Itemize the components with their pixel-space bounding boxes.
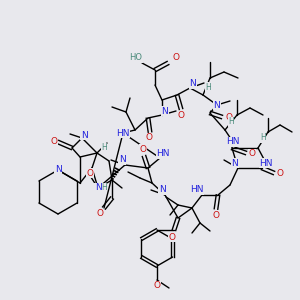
Text: N: N [232,158,238,167]
Text: H: H [101,143,107,152]
Text: H: H [228,118,234,127]
Text: O: O [154,281,160,290]
Text: N: N [159,185,165,194]
Text: N: N [81,130,87,140]
Text: O: O [140,145,146,154]
Text: HN: HN [226,137,240,146]
Text: O: O [97,209,104,218]
Text: N: N [190,80,196,88]
Text: O: O [169,232,176,242]
Text: O: O [172,53,179,62]
Text: O: O [86,169,94,178]
Text: N: N [55,166,62,175]
Text: HO: HO [130,53,142,62]
Text: H: H [205,82,211,91]
Text: HN: HN [156,149,170,158]
Text: O: O [248,149,256,158]
Text: N: N [214,100,220,109]
Text: N: N [162,106,168,116]
Text: N: N [94,184,101,193]
Text: O: O [50,137,58,146]
Text: N: N [118,155,125,164]
Text: H: H [260,134,266,142]
Text: O: O [212,211,220,220]
Text: O: O [277,169,284,178]
Text: HN: HN [259,158,273,167]
Text: HN: HN [190,185,204,194]
Text: O: O [146,134,152,142]
Text: H: H [101,184,107,193]
Text: HN: HN [116,128,130,137]
Text: O: O [226,112,232,122]
Text: O: O [178,112,184,121]
